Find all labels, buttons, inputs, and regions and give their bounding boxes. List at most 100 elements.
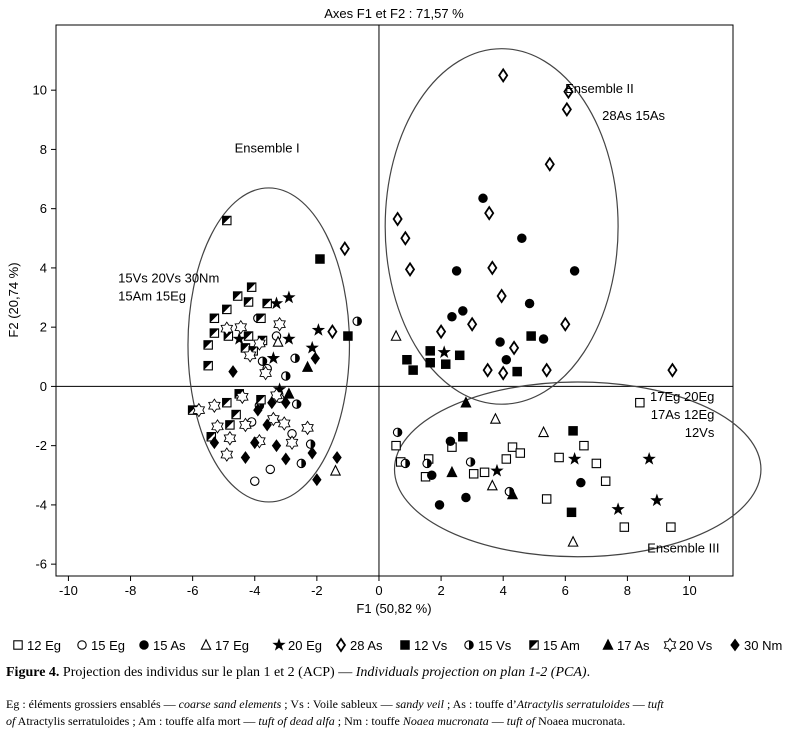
point-17-as	[301, 360, 314, 372]
point-30-nm	[209, 436, 220, 450]
legend-label: 15 Eg	[91, 638, 125, 653]
point-20-eg	[282, 332, 296, 345]
point-30-nm	[310, 351, 320, 365]
annotation-text: 17As 12Eg	[651, 407, 715, 422]
point-20-eg	[232, 332, 246, 345]
point-28-as	[563, 84, 574, 100]
point-30-nm	[312, 473, 322, 487]
legend-label: 15 As	[153, 638, 186, 653]
point-15-as	[501, 354, 512, 365]
legend-label: 12 Vs	[414, 638, 448, 653]
point-15-am	[222, 397, 232, 408]
point-28-as	[544, 156, 555, 172]
footnote-part-en: tuft	[647, 697, 664, 711]
legend-label: 28 As	[350, 638, 383, 653]
legend-marker	[663, 637, 677, 653]
point-20-eg	[611, 502, 625, 516]
series-20-vs	[192, 316, 314, 462]
point-12-eg	[554, 452, 564, 463]
point-15-am	[209, 328, 220, 338]
point-28-as	[560, 316, 571, 332]
y-tick-label: 8	[40, 142, 47, 157]
point-15-vs	[400, 458, 411, 469]
footnote-species: Atractylis serratuloides	[516, 697, 630, 711]
point-12-vs	[315, 254, 325, 264]
caption-text: Projection des individus sur le plan 1 e…	[59, 665, 356, 680]
series-15-am	[187, 215, 272, 442]
legend-item: 17 Eg	[200, 638, 249, 653]
y-tick-label: 2	[40, 320, 47, 335]
point-12-eg	[541, 494, 552, 504]
point-20-vs	[208, 398, 221, 413]
legend-marker	[77, 640, 87, 650]
legend-item: 20 Vs	[663, 637, 713, 653]
annotation-text: 17Eg 20Eg	[650, 389, 714, 404]
y-tick-label: 0	[40, 379, 47, 394]
point-20-vs	[211, 419, 224, 434]
point-15-am	[243, 297, 254, 307]
point-20-vs	[270, 387, 283, 403]
point-12-vs	[425, 346, 435, 356]
point-15-vs	[291, 399, 302, 409]
point-30-nm	[332, 451, 342, 464]
legend-label: 12 Eg	[27, 638, 61, 653]
legend-label: 20 Vs	[679, 638, 713, 653]
x-tick-label: -4	[249, 583, 261, 598]
legend-label: 20 Eg	[288, 638, 322, 653]
x-tick-label: 10	[682, 583, 696, 598]
point-12-eg	[507, 442, 518, 452]
figure-footnote: Eg : éléments grossiers ensablés — coars…	[6, 696, 788, 730]
x-tick-label: 8	[624, 583, 631, 598]
point-20-eg	[437, 345, 451, 358]
point-28-as	[498, 67, 509, 83]
point-15-as	[445, 436, 456, 446]
point-28-as	[482, 362, 493, 378]
point-15-am	[203, 360, 213, 371]
point-20-eg	[567, 451, 582, 465]
annotation-text: 28As 15As	[602, 108, 665, 123]
series-12-vs	[315, 254, 578, 518]
point-15-as	[447, 312, 457, 322]
x-tick-label: 4	[500, 583, 507, 598]
point-12-vs	[402, 354, 412, 365]
point-30-nm	[281, 396, 291, 410]
y-tick-label: 10	[33, 83, 47, 98]
legend-svg: 12 Eg 15 Eg 15 As 17 Eg 20 Eg 28 As 12 Vs 15 Vs…	[13, 637, 782, 653]
point-20-eg	[266, 351, 281, 364]
point-20-vs	[220, 447, 234, 462]
legend-item: 30 Nm	[730, 638, 782, 653]
series-15-as	[427, 193, 586, 510]
point-15-vs	[305, 439, 316, 449]
footnote-part: ; Nm : touffe	[334, 714, 403, 728]
annotation-text: 12Vs	[685, 425, 715, 440]
point-20-eg	[272, 382, 287, 396]
footnote-species: Noaea mucronata	[402, 714, 489, 728]
point-12-eg	[591, 458, 602, 469]
footnote-part: ; Vs : Voile sableux —	[281, 697, 396, 711]
point-20-vs	[220, 321, 234, 336]
point-17-eg	[390, 329, 402, 341]
point-12-eg	[515, 448, 526, 458]
point-12-eg	[666, 522, 676, 532]
point-20-vs	[253, 336, 266, 351]
point-15-as	[524, 298, 535, 309]
point-28-as	[487, 260, 498, 276]
point-20-vs	[192, 402, 206, 418]
point-12-vs	[454, 350, 465, 361]
point-30-nm	[271, 439, 282, 453]
point-28-as	[404, 261, 416, 278]
point-20-eg	[490, 463, 504, 477]
annotation-layer: Ensemble I Ensemble II 28As 15As 15Vs 20Vs …	[118, 81, 719, 555]
chart-title: Axes F1 et F2 : 71,57 %	[324, 6, 464, 21]
point-12-vs	[526, 331, 536, 341]
legend-item: 15 Am	[529, 638, 580, 653]
series-17-eg	[272, 329, 579, 547]
point-12-vs	[568, 426, 578, 436]
point-12-eg	[391, 440, 401, 451]
point-28-as	[467, 316, 478, 332]
footnote-part-en: tuft of	[506, 714, 536, 728]
point-12-eg	[600, 476, 611, 486]
ellipse-ensemble-ii	[384, 48, 619, 405]
annotation-text: 15Vs 20Vs 30Nm	[118, 271, 219, 286]
figure-caption: Figure 4. Projection des individus sur l…	[6, 664, 786, 682]
